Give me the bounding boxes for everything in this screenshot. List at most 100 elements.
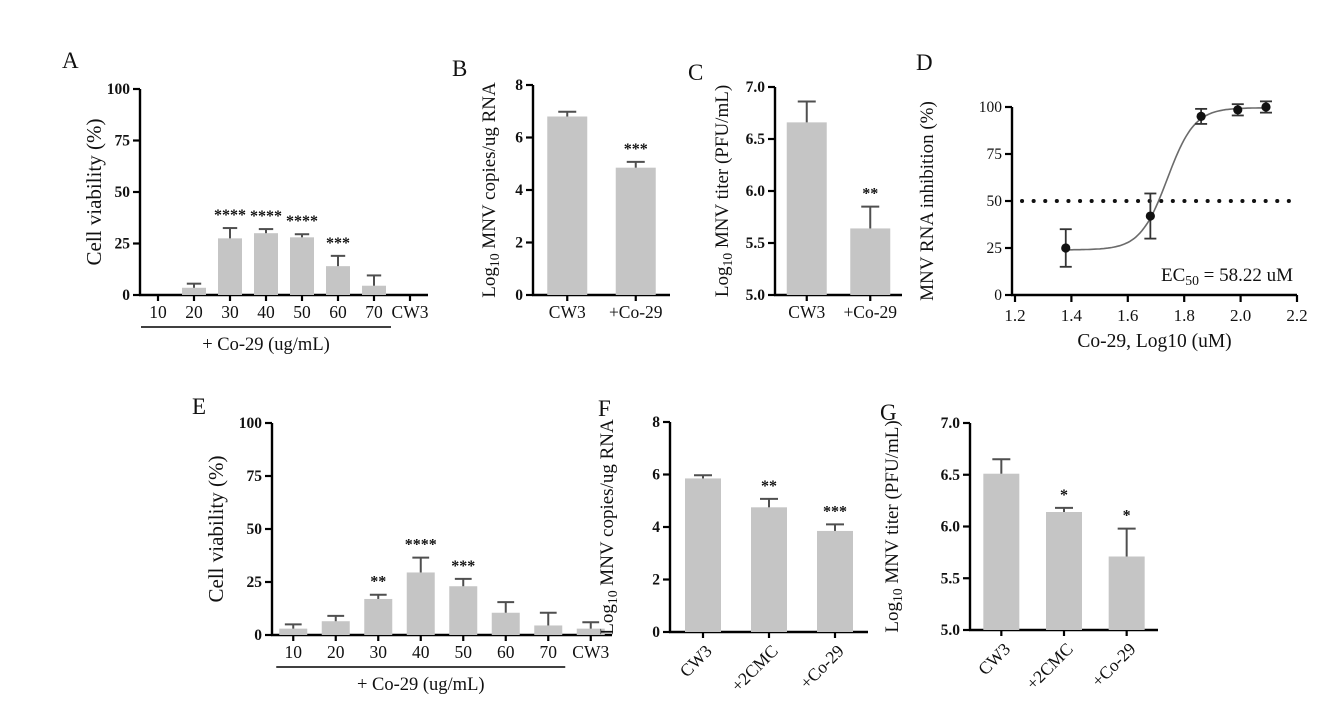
panel-label-f: F <box>598 396 611 421</box>
y-tick-label: 6 <box>515 130 523 147</box>
group-label: + Co-29 (ug/mL) <box>202 335 330 355</box>
significance-stars: *** <box>326 235 350 252</box>
y-axis-title: MNV RNA inhibition (%) <box>917 101 938 301</box>
y-tick-label: 5.5 <box>941 570 961 587</box>
significance-stars: ** <box>761 478 777 495</box>
bar <box>362 285 386 295</box>
data-point <box>1196 111 1206 121</box>
x-tick-label: 1.8 <box>1174 306 1195 325</box>
y-tick-label: 4 <box>515 182 523 199</box>
x-tick-label: 2.0 <box>1230 306 1251 325</box>
bar <box>364 598 393 635</box>
panel-c-chart: 5.0 5.5 6.0 6.5 7.0 CW3 ** +Co-29 Log10 MNV tite… <box>712 79 902 322</box>
category-label: 70 <box>540 642 558 662</box>
category-label: CW3 <box>788 302 825 322</box>
category-label: 50 <box>293 302 311 322</box>
data-point <box>1145 211 1155 221</box>
bar <box>1108 556 1145 630</box>
fit-curve <box>1065 107 1266 251</box>
y-tick-label: 50 <box>987 193 1003 210</box>
significance-stars: **** <box>286 213 318 230</box>
category-label: 10 <box>285 642 303 662</box>
category-label: CW3 <box>549 302 586 322</box>
category-label: 40 <box>412 642 430 662</box>
bar <box>786 122 827 295</box>
data-point <box>1233 105 1243 115</box>
significance-stars: **** <box>250 208 282 225</box>
panel-a-chart: 0 25 50 75 100 10 20 **** 30 **** 40 **** 50 *** 60 70 C… <box>82 81 429 355</box>
bar <box>321 621 350 635</box>
y-tick-label: 6.5 <box>746 131 766 148</box>
bar <box>547 116 588 295</box>
category-label: +Co-29 <box>609 302 663 322</box>
panel-label-g: G <box>880 400 897 425</box>
y-axis-title: Cell viability (%) <box>204 456 228 603</box>
y-tick-label: 6 <box>652 467 660 484</box>
y-tick-label: 75 <box>115 133 131 150</box>
y-tick-label: 25 <box>247 574 263 591</box>
panel-label-e: E <box>192 394 207 419</box>
significance-stars: * <box>1123 508 1131 525</box>
bar <box>685 478 721 632</box>
y-tick-label: 25 <box>115 236 131 253</box>
bar <box>534 625 563 635</box>
bar <box>850 228 891 295</box>
y-tick-label: 5.0 <box>746 287 766 304</box>
x-tick-label: 1.4 <box>1061 306 1083 325</box>
y-tick-label: 75 <box>247 468 263 485</box>
category-label: +2CMC <box>1022 639 1077 694</box>
y-tick-label: 100 <box>239 415 263 432</box>
x-tick-label: 1.2 <box>1004 306 1025 325</box>
ec50-annotation: EC50 = 58.22 uM <box>1161 265 1293 288</box>
y-tick-label: 8 <box>652 414 660 431</box>
category-label: 60 <box>329 302 347 322</box>
category-label: 60 <box>497 642 515 662</box>
y-tick-label: 0 <box>994 287 1002 304</box>
bar <box>576 628 605 635</box>
y-tick-label: 2 <box>652 572 660 589</box>
y-tick-label: 5.5 <box>746 235 766 252</box>
category-label: +Co-29 <box>1087 639 1139 691</box>
significance-stars: *** <box>451 558 475 575</box>
significance-stars: **** <box>214 207 246 224</box>
category-label: +Co-29 <box>843 302 897 322</box>
category-label: CW3 <box>676 641 716 681</box>
y-tick-label: 100 <box>979 99 1003 116</box>
category-label: 30 <box>370 642 388 662</box>
y-tick-label: 6.5 <box>941 467 961 484</box>
y-tick-label: 75 <box>987 146 1003 163</box>
category-label: CW3 <box>572 642 609 662</box>
y-tick-label: 5.0 <box>941 622 961 639</box>
y-tick-label: 8 <box>515 77 523 94</box>
y-tick-label: 0 <box>254 627 262 644</box>
panel-d-chart: 0 25 50 75 100 1.2 1.4 1.6 1.8 2.0 2.2 EC50 = 58.22… <box>917 99 1308 352</box>
panel-e-chart: 0 25 50 75 100 10 20 ** 30 **** 40 *** 50 60 70 CW3 + Co… <box>204 415 612 695</box>
panel-b-chart: 0 2 4 6 8 CW3 *** +Co-29 Log10 MNV copies/ug RNA <box>479 77 670 322</box>
y-tick-label: 0 <box>515 287 523 304</box>
bar <box>254 233 278 295</box>
bar <box>491 612 520 635</box>
y-axis-title: Log10 MNV copies/ug RNA <box>597 419 620 635</box>
panel-g-chart: 5.0 5.5 6.0 6.5 7.0 CW3 * +2CMC * +Co-29 Log10 MNV… <box>882 415 1158 694</box>
y-tick-label: 6.0 <box>746 183 766 200</box>
y-tick-label: 6.0 <box>941 519 961 536</box>
significance-stars: ** <box>370 574 386 591</box>
data-point <box>1261 102 1271 112</box>
significance-stars: *** <box>823 503 847 520</box>
significance-stars: * <box>1060 487 1068 504</box>
y-tick-label: 7.0 <box>941 415 961 432</box>
panel-f-chart: 0 2 4 6 8 CW3 ** +2CMC *** +Co-29 Log10 MNV copies… <box>597 414 868 696</box>
category-label: 70 <box>365 302 383 322</box>
panel-label-d: D <box>916 50 933 75</box>
y-axis-title: Log10 MNV copies/ug RNA <box>479 82 502 298</box>
bar <box>279 628 308 635</box>
bar <box>1046 512 1082 630</box>
category-label: 20 <box>327 642 345 662</box>
category-label: 50 <box>455 642 473 662</box>
y-tick-label: 0 <box>652 624 660 641</box>
y-axis-title: Log10 MNV titer (PFU/mL) <box>882 420 905 632</box>
data-point <box>1061 243 1071 253</box>
significance-stars: ** <box>862 186 878 203</box>
category-label: +Co-29 <box>796 641 848 693</box>
